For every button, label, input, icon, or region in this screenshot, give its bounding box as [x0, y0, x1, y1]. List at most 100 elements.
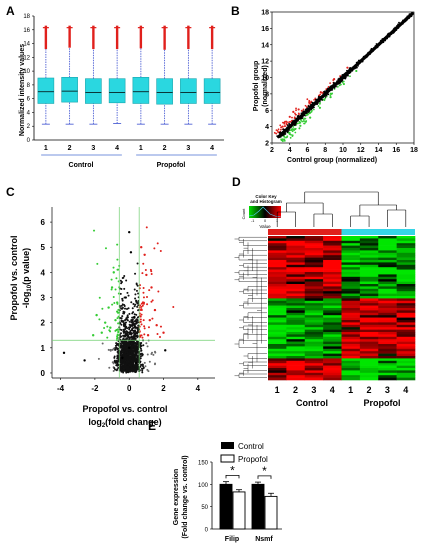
heatmap-cell	[359, 286, 379, 290]
heatmap-cell	[359, 317, 379, 321]
heatmap-cell	[396, 332, 416, 335]
panel-c-point	[101, 307, 104, 310]
panel-c-data-point	[146, 334, 150, 337]
panel-d-group-control: Control	[296, 398, 328, 408]
panel-c-point	[124, 351, 127, 354]
heatmap-cell	[286, 312, 306, 316]
panel-b-xlabel: Control group (normalized)	[287, 157, 377, 164]
panel-c-point	[139, 365, 142, 368]
panel-c-ylabel-line2: -log10(p value)	[21, 248, 33, 308]
panel-c-point	[114, 344, 117, 347]
panel-c-point	[127, 294, 130, 297]
heatmap-cell	[268, 288, 287, 292]
panel-b-point	[303, 120, 305, 123]
panel-b-xtick-label: 6	[306, 147, 310, 154]
panel-c-point	[142, 319, 145, 322]
panel-b-diagonal-band	[277, 12, 414, 139]
heatmap-cell	[359, 336, 379, 340]
heatmap-cell	[396, 324, 416, 328]
heatmap-cell	[286, 305, 306, 309]
heatmap-cell	[396, 284, 416, 287]
heatmap-cell	[268, 339, 287, 342]
heatmap-cell	[378, 320, 397, 323]
heatmap-cell	[341, 317, 361, 321]
panel-a-box-6	[156, 25, 173, 125]
panel-c-point	[123, 328, 126, 331]
heatmap-cell	[396, 272, 416, 275]
heatmap-cell	[359, 274, 379, 278]
heatmap-cell	[341, 332, 361, 335]
heatmap-cell	[396, 346, 416, 350]
heatmap-cell	[378, 346, 397, 350]
panel-b-point	[303, 117, 305, 120]
panel-c-point	[136, 284, 139, 287]
heatmap-cell	[304, 248, 324, 251]
heatmap-cell	[378, 284, 397, 287]
legend-propofol-swatch	[220, 454, 235, 463]
panel-c-point	[150, 352, 153, 355]
heatmap-cell	[341, 372, 361, 376]
panel-c-data-point	[121, 356, 124, 360]
heatmap-cell	[396, 243, 416, 246]
panel-c-point	[131, 329, 134, 332]
heatmap-cell	[341, 358, 361, 362]
heatmap-cell	[304, 351, 324, 354]
panel-c-point	[136, 326, 139, 329]
heatmap-cell	[378, 238, 397, 242]
heatmap-cell	[341, 322, 361, 326]
heatmap-cell	[378, 339, 397, 342]
panel-c-point	[123, 305, 126, 308]
heatmap-cell	[378, 377, 397, 381]
heatmap-cell	[323, 320, 342, 323]
heatmap-cell	[341, 293, 361, 297]
panel-c-point	[154, 351, 157, 354]
panel-c-point	[119, 279, 122, 282]
heatmap-cell	[396, 255, 416, 258]
heatmap-cell	[286, 356, 306, 359]
panel-c-point	[122, 353, 125, 356]
panel-c-data-point	[140, 246, 143, 249]
panel-c-data-point	[164, 349, 167, 352]
panel-b-point	[295, 107, 297, 110]
panel-b-point	[300, 119, 303, 122]
panel-c-point	[123, 275, 126, 278]
heatmap-cell	[286, 344, 306, 347]
panel-c-point	[128, 328, 131, 331]
panel-b-point	[327, 93, 330, 96]
panel-c-point	[109, 330, 112, 333]
panel-b-xtick-label: 12	[357, 147, 365, 154]
panel-c-point	[157, 290, 160, 293]
heatmap-cell	[304, 324, 324, 328]
heatmap-cell	[359, 348, 379, 352]
heatmap-cell	[359, 262, 379, 266]
heatmap-cell	[359, 320, 379, 323]
heatmap-cell	[359, 267, 379, 270]
panel-c-point	[119, 345, 122, 348]
panel-b-point	[300, 109, 303, 112]
heatmap-cell	[268, 272, 287, 275]
panel-c-point	[137, 292, 140, 295]
heatmap-cells	[268, 236, 416, 381]
heatmap-cell	[286, 257, 306, 261]
panel-c-point	[111, 303, 114, 306]
heatmap-cell	[396, 250, 416, 254]
panel-e-significance-bracket	[257, 475, 272, 479]
heatmap-cell	[359, 272, 379, 275]
heatmap-cell	[378, 288, 397, 292]
panel-c-point	[120, 369, 123, 372]
panel-c-point	[156, 242, 159, 245]
heatmap-cell	[396, 339, 416, 342]
heatmap-cell	[396, 264, 416, 268]
heatmap-cell	[323, 308, 342, 311]
heatmap-area: 1 2 3 4 1 2 3 4	[234, 191, 416, 395]
panel-b-point	[291, 128, 293, 131]
panel-c-point	[128, 312, 131, 315]
panel-c-point	[151, 317, 154, 320]
panel-b-point	[312, 108, 315, 111]
panel-c-point	[140, 313, 143, 316]
heatmap-cell	[323, 255, 342, 258]
heatmap-cell	[286, 286, 306, 290]
heatmap-cell	[323, 279, 342, 282]
heatmap-cell	[323, 298, 342, 302]
heatmap-cell	[396, 348, 416, 352]
